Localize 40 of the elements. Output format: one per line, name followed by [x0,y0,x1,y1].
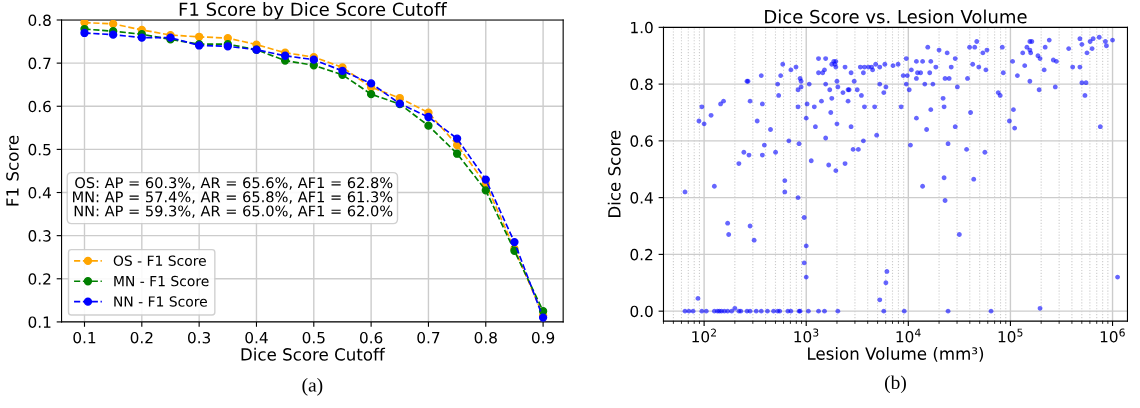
x-axis-title: Dice Score Cutoff [241,347,386,361]
x-tick-label: 10$^{3}$ [794,328,819,343]
x-tick-label: 0.2 [130,331,153,344]
y-axis-title: Dice Score [607,130,621,218]
chart-title: F1 Score by Dice Score Cutoff [179,2,448,20]
x-tick-label: 0.6 [359,331,383,344]
y-axis-title: F1 Score [6,135,19,206]
legend-label: MN - F1 Score [114,275,209,287]
y-tick-label: 0.2 [630,248,653,261]
annotation: OS: AP = 60.3%, AR = 65.6%, AF1 = 62.8% MN: AP = 57.4%, AR = 65.8%, AF1 = 61.3% NN: AP = 59.3%, AR = 65.0%, AF1 = 62.0% [73,177,393,218]
y-tick-label: 0.8 [630,78,653,91]
y-tick-label: 0.7 [28,57,51,70]
y-tick-label: 0.8 [28,14,51,27]
y-tick-label: 0.5 [28,143,51,156]
x-tick-label: 10$^{6}$ [1100,328,1125,343]
y-tick-label: 1.0 [631,21,653,34]
y-tick-label: 0.3 [28,230,51,242]
y-tick-label: 0.4 [630,192,653,204]
x-tick-label: 0.8 [474,331,497,344]
legend-label: OS - F1 Score [113,255,206,266]
x-axis-title: Lesion Volume (mm³) [808,346,984,362]
x-tick-label: 0.7 [417,331,440,344]
text: (b) [884,375,906,394]
y-tick-label: 0.4 [28,186,51,199]
x-tick-label: 0.1 [73,331,96,344]
y-tick-label: 0.0 [630,305,653,318]
x-tick-label: 0.9 [531,331,555,344]
y-tick-label: 0.6 [28,100,51,113]
legend-label: NN - F1 Score [114,296,207,307]
x-tick-label: 10$^{5}$ [998,328,1023,343]
x-tick-label: 0.4 [245,331,268,344]
x-tick-label: 10$^{2}$ [692,328,716,343]
x-tick-label: 0.3 [188,331,211,344]
y-tick-label: 0.2 [28,273,51,285]
y-tick-label: 0.6 [630,135,653,147]
x-tick-label: 0.5 [302,331,325,344]
y-tick-label: 0.1 [28,316,51,328]
chart-title: Dice Score vs. Lesion Volume [765,9,1027,24]
text: (a) [302,378,323,396]
x-tick-label: 10$^{4}$ [896,328,921,343]
